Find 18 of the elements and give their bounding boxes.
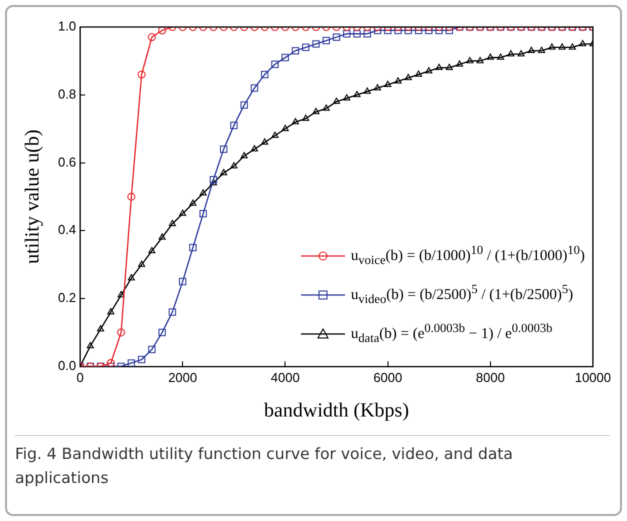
x-tick-label: 4000 (270, 370, 300, 385)
y-axis-title: utility value u(b) (21, 129, 44, 264)
x-axis-title: bandwidth (Kbps) (264, 399, 409, 422)
x-tick-label: 10000 (574, 370, 612, 385)
y-tick-label: 0.4 (58, 222, 76, 238)
legend-label: u$_{video}$(b) = (b/2500)$^{5}$ / (1+(b/2500)$^{5}$) (350, 282, 574, 308)
y-tick-label: 0.8 (58, 86, 76, 102)
y-tick-label: 0.6 (58, 154, 76, 170)
legend-label: u$_{voice}$(b) = (b/1000)$^{10}$ / (1+(b/1000)$^{10}$) (350, 243, 585, 268)
y-tick-label: 0.2 (58, 290, 76, 306)
y-tick-label: 0.0 (58, 358, 76, 373)
x-tick-label: 8000 (476, 370, 505, 385)
x-tick-label: 0 (76, 370, 84, 385)
y-tick-label: 1.0 (58, 18, 76, 34)
x-tick-label: 2000 (168, 370, 198, 385)
caption: Fig. 4 Bandwidth utility function curve for voice, video, and data applications (15, 435, 610, 490)
x-tick-label: 6000 (373, 370, 402, 385)
legend-label: u$_{data}$(b) = (e$^{0.0003b}$ − 1) / e$^{0.0003b}$ (350, 321, 552, 346)
